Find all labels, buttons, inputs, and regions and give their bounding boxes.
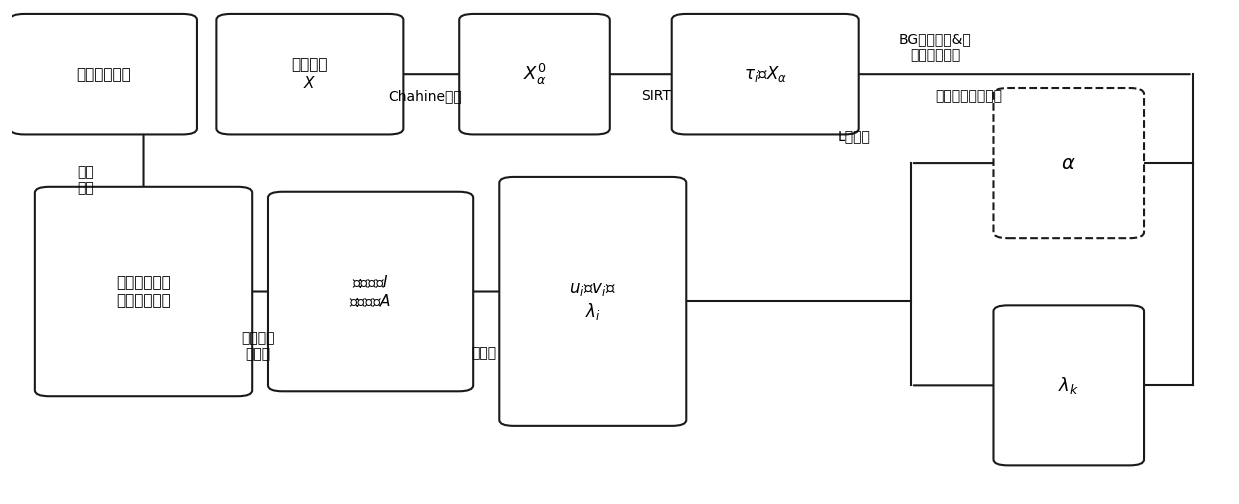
FancyBboxPatch shape <box>994 88 1144 238</box>
Text: L曲线法: L曲线法 <box>838 129 871 143</box>
Text: 去杂散光与中
心光后的图像: 去杂散光与中 心光后的图像 <box>116 275 171 308</box>
FancyBboxPatch shape <box>268 192 473 391</box>
Text: $\tau_i$、$X_{\alpha}$: $\tau_i$、$X_{\alpha}$ <box>743 64 787 84</box>
FancyBboxPatch shape <box>994 305 1144 465</box>
Text: $X_{\alpha}^{0}$: $X_{\alpha}^{0}$ <box>523 61 546 87</box>
Text: 差分
归一: 差分 归一 <box>77 165 94 196</box>
Text: $u_i$、$v_i$、
$\lambda_i$: $u_i$、$v_i$、 $\lambda_i$ <box>570 280 616 323</box>
Text: Chahine迭代: Chahine迭代 <box>388 89 462 103</box>
Text: 粒径分布
$X$: 粒径分布 $X$ <box>291 57 328 91</box>
Text: $\alpha$: $\alpha$ <box>1062 154 1075 172</box>
Text: 快速傅里
叶变换: 快速傅里 叶变换 <box>240 331 274 361</box>
Text: 谱分解: 谱分解 <box>471 346 496 360</box>
Text: 近场散斑图像: 近场散斑图像 <box>76 67 131 82</box>
FancyBboxPatch shape <box>460 14 610 135</box>
Text: SIRT: SIRT <box>641 89 670 103</box>
FancyBboxPatch shape <box>499 177 686 426</box>
Text: 改进滤波因子修正: 改进滤波因子修正 <box>935 89 1002 103</box>
FancyBboxPatch shape <box>35 187 253 396</box>
Text: BG折中理论&截
止值最小原则: BG折中理论&截 止值最小原则 <box>898 32 971 62</box>
Text: $\lambda_k$: $\lambda_k$ <box>1058 375 1079 396</box>
FancyBboxPatch shape <box>217 14 404 135</box>
FancyBboxPatch shape <box>10 14 197 135</box>
Text: 散射光强$I$
系数矩阵$A$: 散射光强$I$ 系数矩阵$A$ <box>349 274 392 309</box>
FancyBboxPatch shape <box>672 14 859 135</box>
